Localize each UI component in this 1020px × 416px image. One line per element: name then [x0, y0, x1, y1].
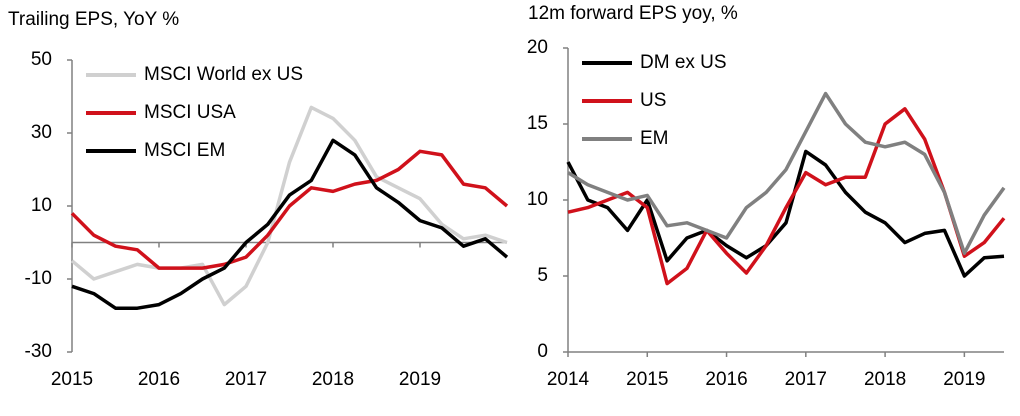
series-line [566, 149, 1005, 278]
legend-label: MSCI EM [144, 140, 225, 161]
x-tick-label: 2016 [138, 369, 180, 390]
legend-label: DM ex US [640, 52, 727, 73]
y-tick-label: 10 [527, 189, 548, 210]
y-tick-label: 50 [31, 49, 52, 70]
series-line [70, 149, 509, 270]
x-tick-label: 2015 [51, 369, 93, 390]
series-line [567, 91, 1006, 255]
series-line [70, 105, 508, 307]
x-tick-label: 2019 [943, 369, 985, 390]
chart-title: Trailing EPS, YoY % [8, 9, 179, 30]
x-tick-label: 2015 [626, 369, 668, 390]
y-tick-label: 0 [537, 341, 548, 362]
x-tick-label: 2014 [547, 369, 590, 390]
chart-title: 12m forward EPS yoy, % [528, 3, 738, 24]
legend-label: MSCI World ex US [144, 64, 303, 85]
y-tick-label: 10 [31, 195, 52, 216]
x-tick-label: 2018 [312, 369, 354, 390]
y-tick-label: 30 [31, 122, 52, 143]
legend-label: US [640, 90, 666, 111]
series-line [567, 107, 1006, 286]
x-tick-label: 2017 [785, 369, 827, 390]
y-tick-label: 5 [537, 265, 548, 286]
series-line [71, 138, 509, 310]
x-tick-label: 2018 [864, 369, 906, 390]
y-tick-label: -10 [25, 268, 52, 289]
y-tick-label: 20 [527, 37, 548, 58]
x-tick-label: 2017 [225, 369, 267, 390]
y-tick-label: 15 [527, 113, 548, 134]
legend-label: MSCI USA [144, 102, 236, 123]
x-tick-label: 2016 [705, 369, 747, 390]
x-tick-label: 2019 [399, 369, 441, 390]
y-tick-label: -30 [25, 341, 52, 362]
legend-label: EM [640, 128, 669, 149]
